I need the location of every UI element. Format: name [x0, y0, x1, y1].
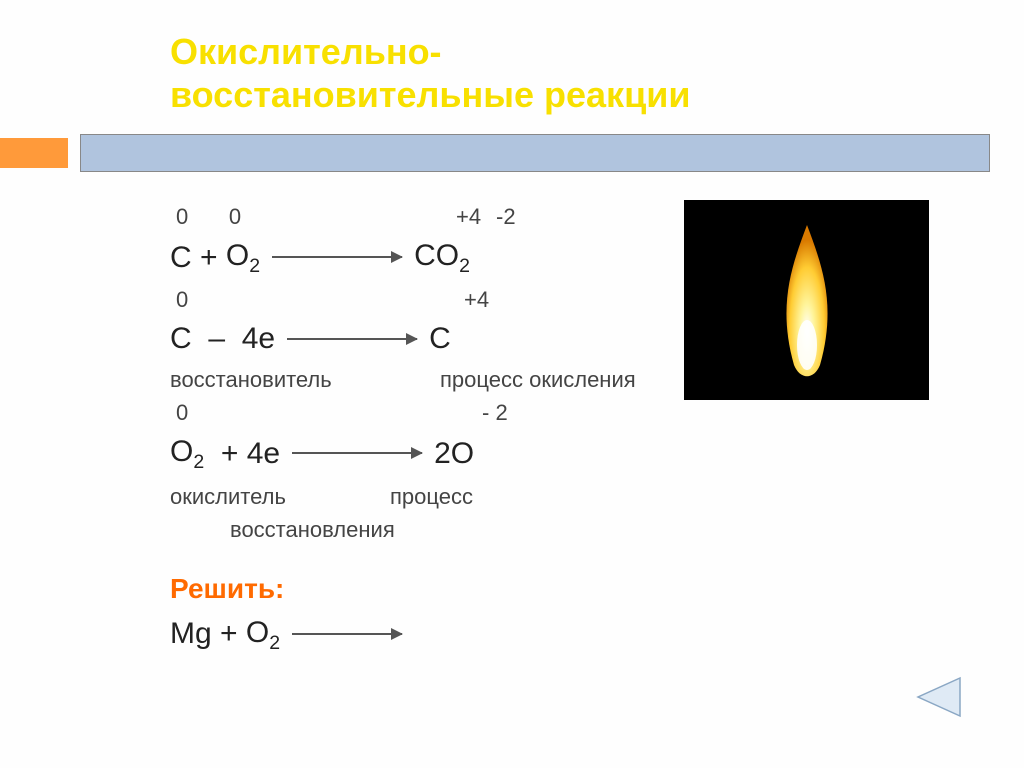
title-line2: восстановительные реакции: [170, 73, 1024, 116]
eq1-o2: O2: [226, 233, 260, 281]
back-button[interactable]: [910, 674, 966, 720]
eq3-labels: окислитель процесс: [170, 480, 636, 513]
eq2-ox-r: +4: [464, 283, 489, 316]
slide-title: Окислительно- восстановительные реакции: [0, 0, 1024, 126]
eq1-plus: +: [192, 235, 226, 280]
eq3-label-r2: восстановления: [230, 513, 395, 546]
eq3: O2 + 4е 2O: [170, 429, 636, 477]
eq3-labels-2: восстановления: [170, 513, 636, 546]
eq3-label-r1: процесс: [390, 480, 473, 513]
solve-mg: Mg: [170, 611, 212, 656]
eq2-minus: –: [192, 316, 242, 361]
eq1-ox-states: 0 0 +4 -2: [176, 200, 636, 233]
eq3-ox-l: 0: [176, 396, 224, 429]
solve-plus: +: [212, 611, 246, 656]
flame-image: [684, 200, 929, 400]
accent-tab: [0, 138, 68, 168]
eq2-c: C: [170, 316, 192, 361]
title-line1: Окислительно-: [170, 30, 1024, 73]
eq3-plus: +: [204, 431, 247, 476]
flame-icon: [762, 215, 852, 385]
eq3-e: 4е: [247, 431, 280, 476]
arrow-icon: [272, 256, 402, 258]
arrow-icon: [292, 452, 422, 454]
eq2-e: 4е: [242, 316, 275, 361]
eq2-label-r: процесс окисления: [440, 363, 636, 396]
ox-co-c: +4: [456, 200, 496, 233]
triangle-left-icon: [910, 674, 966, 720]
eq3-rhs: 2O: [434, 431, 474, 476]
divider-bar: [80, 134, 990, 172]
eq3-ox-r: - 2: [482, 396, 508, 429]
eq3-o2: O2: [170, 429, 204, 477]
solve-o2: O2: [246, 610, 280, 658]
eq2-rhs: C: [429, 316, 451, 361]
solve-label: Решить:: [170, 568, 636, 610]
arrow-icon: [287, 338, 417, 340]
ox-o: 0: [204, 200, 266, 233]
content-body: 0 0 +4 -2 C + O2 CO2 0 +4 C – 4е C восст…: [170, 200, 636, 660]
eq1: C + O2 CO2: [170, 233, 636, 281]
solve-eq: Mg + O2: [170, 610, 636, 658]
eq3-ox-states: 0 - 2: [176, 396, 636, 429]
ox-co-o: -2: [496, 200, 516, 233]
ox-c: 0: [176, 200, 204, 233]
eq1-c: C: [170, 235, 192, 280]
eq1-co2: CO2: [414, 233, 470, 281]
eq2-ox-states: 0 +4: [176, 283, 636, 316]
eq2-ox-l: 0: [176, 283, 216, 316]
eq2: C – 4е C: [170, 316, 636, 361]
eq2-labels: восстановитель процесс окисления: [170, 363, 636, 396]
arrow-icon: [292, 633, 402, 635]
eq3-label-l: окислитель: [170, 480, 340, 513]
eq2-label-l: восстановитель: [170, 363, 380, 396]
